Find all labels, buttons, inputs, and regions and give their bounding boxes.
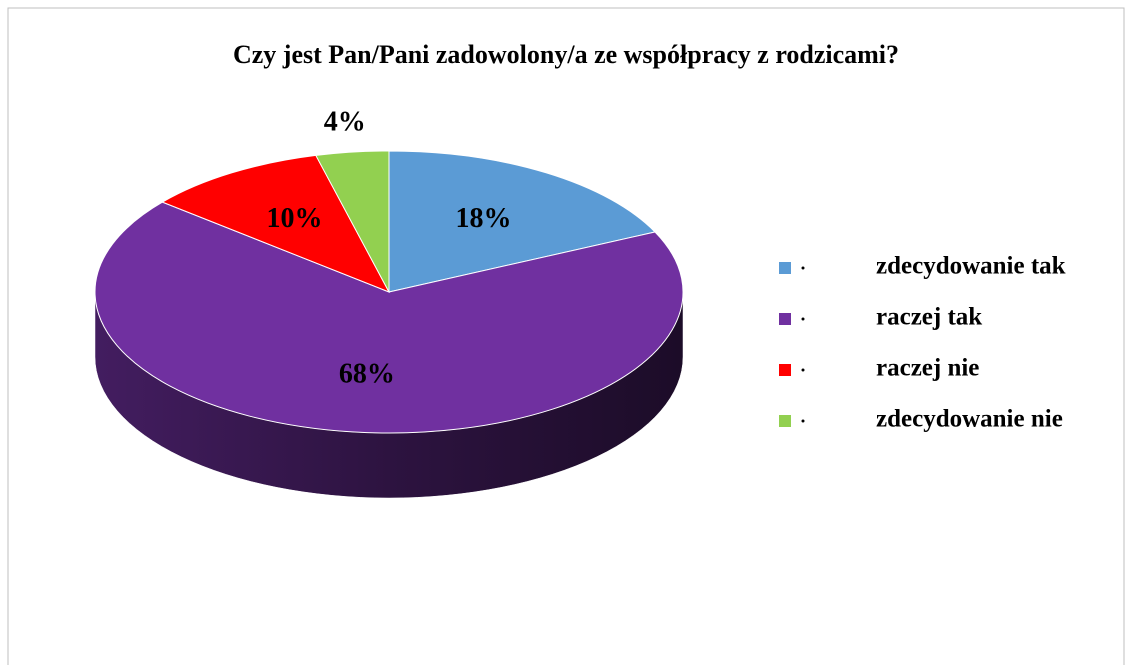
legend-swatch — [779, 364, 791, 376]
data-label: 18% — [456, 203, 512, 234]
pie-slice — [315, 150, 390, 293]
data-label: 68% — [339, 358, 395, 389]
legend-label: raczej tak — [876, 304, 982, 331]
legend-bullet — [801, 266, 805, 270]
legend-swatch — [779, 415, 791, 427]
legend-bullet — [801, 419, 805, 423]
data-label: 4% — [324, 107, 366, 138]
chart-title: Czy jest Pan/Pani zadowolony/a ze współp… — [233, 40, 899, 69]
pie-slice — [94, 201, 684, 434]
data-label: 10% — [266, 203, 322, 234]
pie-slice — [388, 150, 657, 293]
legend-bullet — [801, 368, 805, 372]
pie-slice — [161, 154, 391, 293]
legend-label: raczej nie — [876, 355, 979, 382]
chart-frame — [7, 7, 1125, 665]
legend-label: zdecydowanie tak — [876, 253, 1066, 280]
legend-bullet — [801, 317, 805, 321]
legend-label: zdecydowanie nie — [876, 406, 1063, 433]
legend-swatch — [779, 313, 791, 325]
legend-swatch — [779, 262, 791, 274]
